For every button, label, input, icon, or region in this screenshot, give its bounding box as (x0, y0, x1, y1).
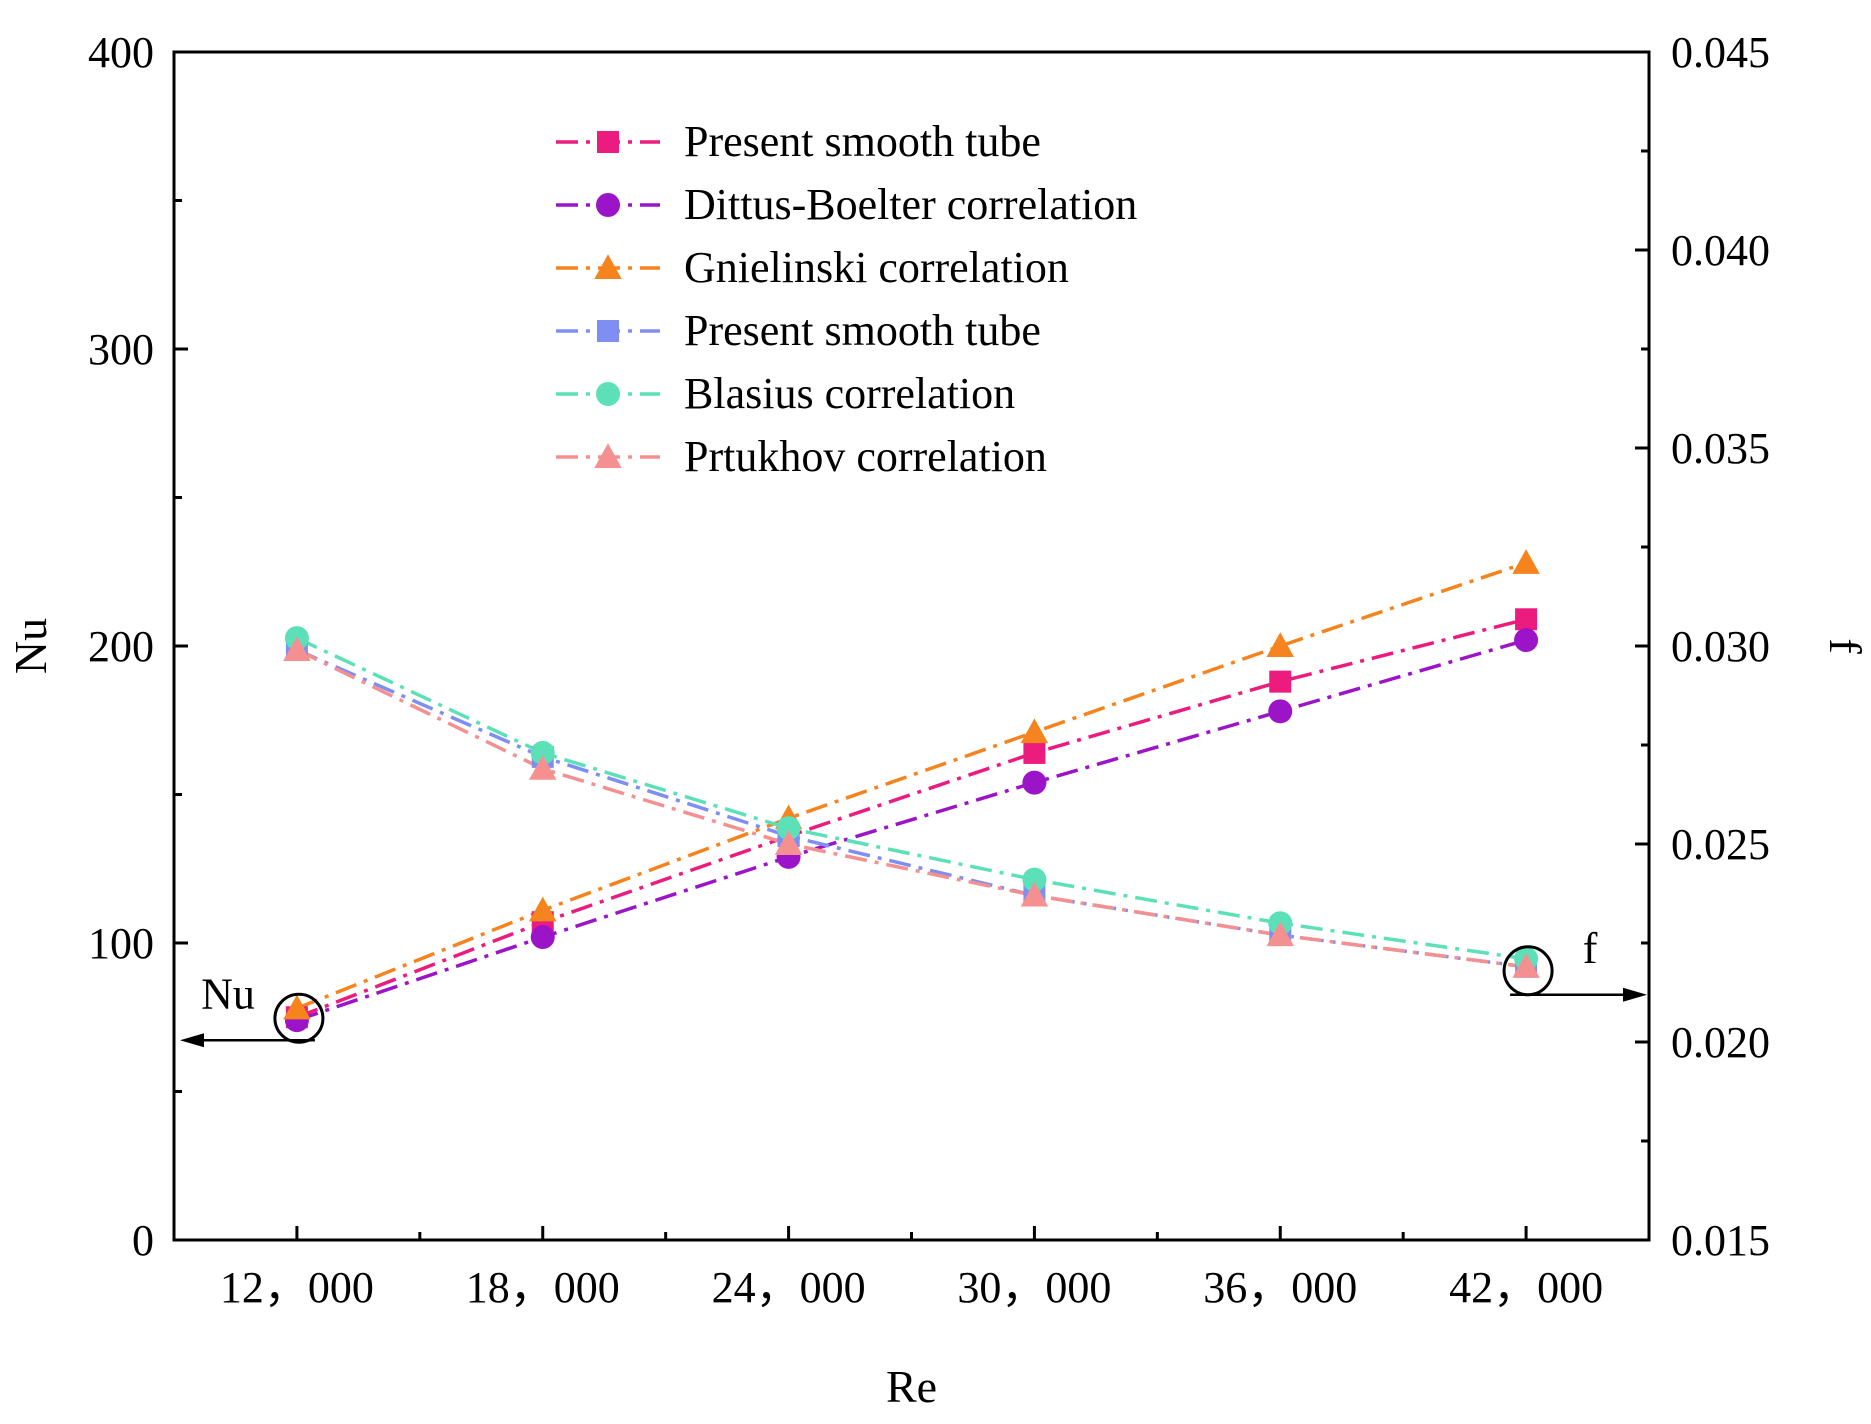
data-point-series-6 (529, 755, 557, 780)
legend-marker (597, 131, 619, 153)
y-left-tick-label: 100 (88, 919, 154, 968)
y-right-tick-label: 0.025 (1671, 820, 1770, 869)
x-tick-label: 36，000 (1203, 1263, 1357, 1312)
legend-marker (594, 443, 622, 468)
nu-highlight-circle (273, 992, 325, 1044)
data-point-series-2 (1268, 699, 1293, 724)
x-tick-label: 24，000 (712, 1263, 866, 1312)
legend-marker (597, 320, 619, 342)
data-point-series-5 (776, 816, 801, 841)
data-point-series-3 (1020, 718, 1049, 744)
data-point-series-6 (1266, 921, 1294, 947)
series-line-1 (296, 617, 1527, 1019)
legend-label: Dittus-Boelter correlation (684, 180, 1137, 229)
y-left-tick-label: 300 (88, 325, 154, 374)
legend-label: Prtukhov correlation (684, 432, 1047, 481)
data-point-series-6 (1512, 953, 1540, 978)
y-right-tick-label: 0.030 (1671, 622, 1770, 671)
series-layer (296, 561, 1527, 1022)
f-annotation-label: f (1583, 924, 1598, 973)
series-line-4 (296, 648, 1527, 969)
y-left-axis-title: Nu (5, 618, 56, 674)
legend-marker (596, 382, 620, 406)
data-point-series-5 (530, 740, 555, 765)
legend-label: Present smooth tube (684, 306, 1041, 355)
data-point-series-2 (530, 925, 555, 950)
data-point-series-2 (1022, 770, 1047, 795)
series-line-3 (296, 561, 1527, 1010)
data-point-series-1 (1269, 670, 1292, 693)
legend-label: Gnielinski correlation (684, 243, 1069, 292)
y-right-tick-label: 0.045 (1671, 28, 1770, 77)
series-line-5 (296, 636, 1527, 961)
data-point-series-3 (529, 896, 557, 922)
data-point-series-3 (1266, 632, 1294, 657)
legend-label: Blasius correlation (684, 369, 1015, 418)
y-left-tick-label: 0 (132, 1216, 154, 1265)
data-point-series-6 (1020, 881, 1049, 907)
markers-layer (283, 549, 1540, 1033)
f-arrow-head (1623, 987, 1647, 1002)
data-point-series-1 (1023, 741, 1046, 764)
x-tick-label: 12，000 (220, 1263, 374, 1312)
data-point-series-6 (774, 830, 803, 855)
nu-annotation-label: Nu (201, 969, 255, 1018)
x-tick-label: 42，000 (1449, 1263, 1603, 1312)
y-right-tick-label: 0.035 (1671, 424, 1770, 473)
legend-marker (594, 254, 622, 279)
x-tick-label: 30，000 (957, 1263, 1111, 1312)
nu-arrow-head (180, 1033, 204, 1048)
legend-label: Present smooth tube (684, 117, 1041, 166)
axes: 0 100 200 300 400 0.015 0.020 0.025 0.030 0.035 0.… (5, 28, 1871, 1412)
x-tick-label: 18，000 (466, 1263, 620, 1312)
x-axis-title: Re (886, 1361, 937, 1412)
legend-marker (596, 193, 620, 217)
y-right-axis-title: f (1820, 638, 1871, 654)
y-left-tick-label: 400 (88, 28, 154, 77)
series-line-6 (296, 648, 1527, 969)
y-left-tick-label: 200 (88, 622, 154, 671)
y-right-tick-label: 0.015 (1671, 1216, 1770, 1265)
data-point-series-5 (1022, 867, 1047, 892)
series-line-2 (296, 638, 1527, 1022)
legend: Present smooth tube Dittus-Boelter correl… (556, 117, 1137, 481)
y-right-tick-label: 0.020 (1671, 1018, 1770, 1067)
data-point-series-2 (1514, 628, 1539, 653)
annotations: Nu f (180, 924, 1647, 1048)
data-point-series-6 (283, 636, 311, 661)
data-point-series-3 (283, 994, 311, 1020)
data-point-series-3 (1512, 549, 1540, 574)
data-point-series-1 (1515, 608, 1538, 631)
y-right-tick-label: 0.040 (1671, 226, 1770, 275)
